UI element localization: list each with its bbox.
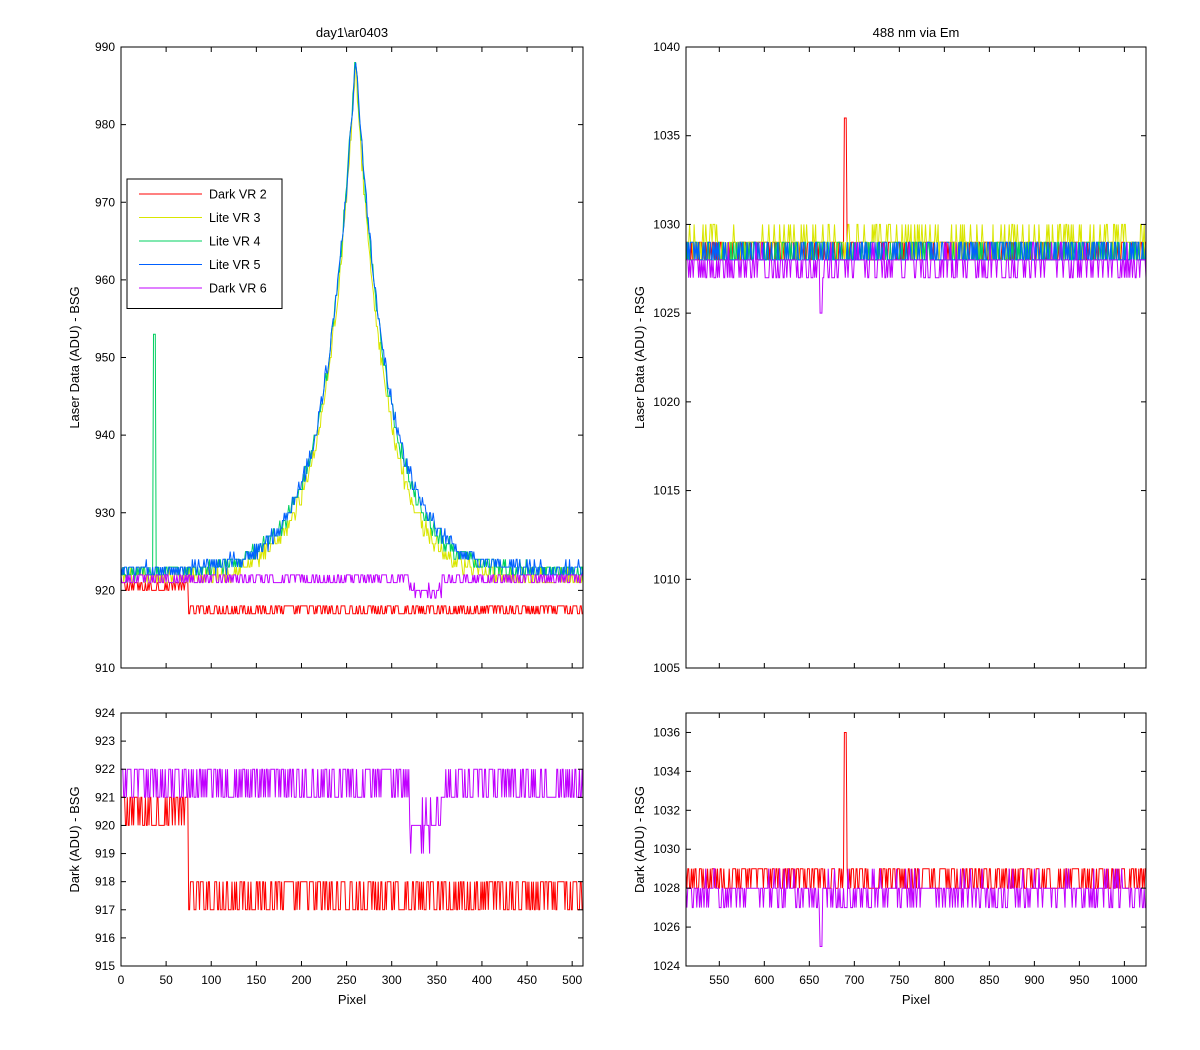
axes-bottom-right: 1024 1026 1028 1030 1032 1034 1036 550 600 650 700…	[632, 712, 1147, 1007]
y-tick-label: 1030	[653, 217, 680, 231]
y-tick-label: 970	[95, 195, 115, 209]
y-tick-label: 921	[95, 790, 115, 804]
y-tick-label: 1040	[653, 40, 680, 54]
y-tick-label: 924	[95, 706, 115, 720]
y-tick-label: 1015	[653, 484, 680, 498]
y-tick-label: 919	[95, 847, 115, 861]
y-axis-label: Laser Data (ADU) - RSG	[632, 286, 647, 429]
y-tick-label: 916	[95, 931, 115, 945]
legend: Dark VR 2 Lite VR 3 Lite VR 4 Lite VR 5 Dark…	[126, 178, 283, 309]
y-tick-label: 1036	[653, 725, 680, 739]
plot-area	[121, 62, 583, 615]
x-tick-label: 100	[201, 973, 221, 987]
series-line-dark-vr-2	[121, 796, 583, 911]
series-line-dark-vr-6	[121, 768, 583, 854]
axes-top-right: 1005 1010 1015 1020 1025 1030 1035 1040 488 nm v…	[632, 25, 1147, 675]
y-axis-label: Laser Data (ADU) - BSG	[67, 286, 82, 428]
axes-frame	[120, 712, 584, 967]
y-tick-label: 1035	[653, 129, 680, 143]
y-tick-label: 1020	[653, 395, 680, 409]
legend-entry: Lite VR 3	[209, 211, 260, 225]
series-line-lite-vr-3	[686, 223, 1146, 261]
y-tick-label: 1028	[653, 881, 680, 895]
axes-frame	[685, 712, 1147, 967]
series-line-dark-vr-6	[121, 574, 583, 599]
x-tick-label: 450	[517, 973, 537, 987]
x-tick-label: 0	[118, 973, 125, 987]
x-axis-label: Pixel	[902, 992, 930, 1007]
y-tick-label: 960	[95, 273, 115, 287]
plot-area	[686, 117, 1146, 314]
y-tick-label: 1025	[653, 306, 680, 320]
x-tick-label: 350	[427, 973, 447, 987]
axes-frame	[685, 46, 1147, 669]
y-tick-label: 950	[95, 351, 115, 365]
x-tick-label: 600	[754, 973, 774, 987]
y-tick-label: 930	[95, 506, 115, 520]
y-tick-label: 940	[95, 428, 115, 442]
x-tick-label: 700	[844, 973, 864, 987]
y-tick-label: 1026	[653, 920, 680, 934]
y-tick-label: 920	[95, 583, 115, 597]
series-line-dark-vr-2	[121, 582, 583, 615]
x-tick-label: 550	[709, 973, 729, 987]
x-tick-label: 750	[889, 973, 909, 987]
x-tick-label: 400	[472, 973, 492, 987]
plot-area	[686, 732, 1146, 947]
x-tick-label: 500	[562, 973, 582, 987]
x-axis-label: Pixel	[338, 992, 366, 1007]
series-line-dark-vr-6	[686, 868, 1146, 947]
x-tick-label: 200	[291, 973, 311, 987]
plot-area	[121, 768, 583, 911]
y-tick-label: 980	[95, 118, 115, 132]
y-tick-label: 920	[95, 818, 115, 832]
series-line-dark-vr-2	[686, 117, 1146, 261]
series-line-dark-vr-6	[686, 241, 1146, 314]
x-tick-label: 250	[337, 973, 357, 987]
y-tick-label: 1024	[653, 959, 680, 973]
y-tick-label: 923	[95, 734, 115, 748]
y-tick-label: 910	[95, 661, 115, 675]
series-line-lite-vr-5	[121, 62, 583, 576]
series-line-lite-vr-4	[121, 62, 583, 583]
legend-entry: Lite VR 4	[209, 235, 260, 249]
y-axis-label: Dark (ADU) - BSG	[67, 786, 82, 892]
legend-entry: Dark VR 6	[209, 282, 267, 296]
y-tick-label: 1030	[653, 842, 680, 856]
axes-bottom-left: 915 916 917 918 919 920 921 922 923 924 0 50 100 150 2…	[67, 706, 584, 1007]
legend-entry: Lite VR 5	[209, 258, 260, 272]
y-tick-label: 915	[95, 959, 115, 973]
x-tick-label: 50	[159, 973, 173, 987]
y-tick-label: 922	[95, 762, 115, 776]
y-tick-label: 917	[95, 903, 115, 917]
x-tick-label: 900	[1024, 973, 1044, 987]
y-tick-label: 1032	[653, 803, 680, 817]
legend-box	[126, 178, 283, 309]
legend-entry: Dark VR 2	[209, 188, 267, 202]
y-tick-label: 1005	[653, 661, 680, 675]
x-tick-label: 300	[382, 973, 402, 987]
x-tick-label: 1000	[1111, 973, 1138, 987]
x-tick-label: 650	[799, 973, 819, 987]
series-line-lite-vr-3	[121, 62, 583, 584]
y-tick-label: 1010	[653, 572, 680, 586]
x-tick-label: 800	[934, 973, 954, 987]
axes-top-left: 910 920 930 940 950 960 970 980 990 day1\ar0403 La…	[67, 25, 584, 675]
x-tick-label: 150	[246, 973, 266, 987]
y-tick-label: 1034	[653, 764, 680, 778]
chart-title: day1\ar0403	[316, 25, 388, 40]
y-tick-label: 990	[95, 40, 115, 54]
x-tick-label: 850	[979, 973, 999, 987]
x-tick-label: 950	[1069, 973, 1089, 987]
y-tick-label: 918	[95, 875, 115, 889]
chart-title: 488 nm via Em	[873, 25, 960, 40]
y-axis-label: Dark (ADU) - RSG	[632, 786, 647, 893]
series-line-dark-vr-2	[686, 732, 1146, 889]
